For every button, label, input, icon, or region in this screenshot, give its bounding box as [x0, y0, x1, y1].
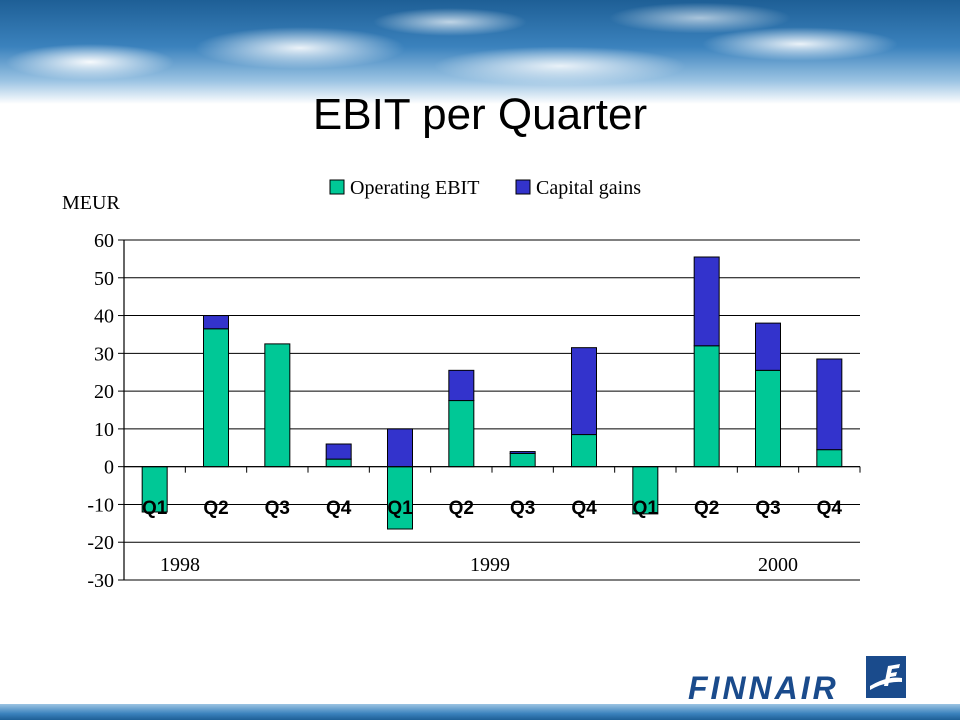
x-tick-label: Q4 — [817, 498, 843, 519]
legend-swatch — [515, 179, 531, 195]
year-label: 1998 — [160, 554, 200, 576]
y-tick-label: -20 — [87, 532, 114, 554]
x-tick-labels: Q1 Q2 Q3 Q4 Q1 Q2 Q3 Q4 Q1 Q2 Q3 Q4 — [142, 498, 842, 519]
x-tick-label: Q2 — [203, 498, 228, 519]
bar-capital-gains — [693, 256, 720, 347]
x-tick-label: Q4 — [571, 498, 597, 519]
bars — [141, 256, 843, 530]
bar-operating-ebit — [264, 343, 291, 468]
bar-capital-gains — [571, 347, 597, 436]
x-tick-label: Q3 — [265, 498, 290, 519]
x-tick-label: Q2 — [449, 498, 474, 519]
bar-capital-gains — [448, 369, 475, 402]
y-tick-label: 60 — [94, 230, 114, 252]
gridlines — [124, 239, 860, 581]
bar-capital-gains — [203, 315, 229, 330]
bar-capital-gains — [325, 443, 352, 460]
legend-label: Capital gains — [536, 177, 641, 199]
finnair-f-icon — [866, 656, 906, 698]
y-unit-label: MEUR — [62, 192, 120, 214]
bar-capital-gains — [755, 322, 781, 371]
bar-operating-ebit — [816, 449, 843, 468]
bar-operating-ebit — [571, 434, 597, 468]
bar-operating-ebit — [509, 452, 536, 468]
x-tick-label: Q1 — [387, 498, 413, 519]
page-title: EBIT per Quarter — [312, 90, 648, 139]
y-tick-label: 10 — [94, 419, 114, 441]
x-tick-label: Q3 — [510, 498, 535, 519]
x-tick-label: Q1 — [142, 498, 168, 519]
bar-operating-ebit — [693, 345, 720, 468]
year-labels: 1998 1999 2000 — [160, 554, 798, 576]
legend-swatch — [329, 179, 345, 195]
legend-label: Operating EBIT — [350, 177, 479, 199]
sky-banner — [0, 0, 960, 104]
bar-capital-gains — [816, 358, 843, 451]
finnair-logo: FINNAIR — [688, 670, 839, 706]
bottom-bar — [0, 704, 960, 720]
y-tick-label: -10 — [87, 494, 114, 516]
x-tick-label: Q1 — [633, 498, 659, 519]
y-tick-label: -30 — [87, 570, 114, 592]
y-tick-label: 50 — [94, 268, 114, 290]
legend: Operating EBIT Capital gains — [329, 177, 641, 199]
y-tick-label: 30 — [94, 343, 114, 365]
bar-operating-ebit — [448, 400, 475, 468]
bar-capital-gains — [509, 451, 536, 454]
bar-operating-ebit — [387, 466, 413, 530]
y-tick-label: 40 — [94, 306, 114, 328]
x-tick-label: Q4 — [326, 498, 352, 519]
year-label: 1999 — [470, 554, 510, 576]
y-tick-label: 0 — [104, 457, 114, 479]
bar-operating-ebit — [325, 458, 352, 468]
bar-operating-ebit — [755, 369, 781, 468]
year-label: 2000 — [758, 554, 798, 576]
x-tick-label: Q3 — [755, 498, 780, 519]
y-tick-label: 20 — [94, 381, 114, 403]
x-tick-label: Q2 — [694, 498, 719, 519]
bar-operating-ebit — [203, 328, 229, 468]
y-tick-labels: -30 -20 -10 0 10 20 30 40 50 60 — [87, 230, 114, 592]
axes — [118, 239, 861, 581]
bar-capital-gains — [387, 428, 413, 468]
